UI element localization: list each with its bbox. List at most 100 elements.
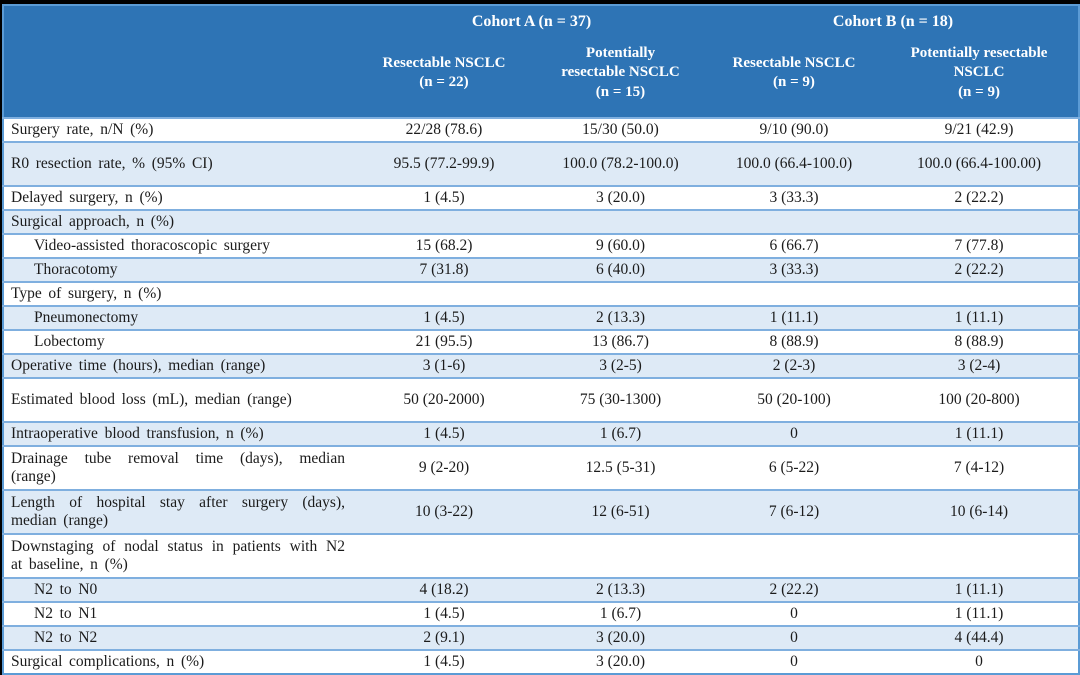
cell-value: 13 (86.7)	[533, 329, 708, 354]
cell-value: 9 (60.0)	[533, 233, 708, 258]
cell-value: 7 (4-12)	[880, 445, 1080, 490]
cell-value: 1 (6.7)	[533, 601, 708, 626]
cell-value	[533, 533, 708, 578]
cell-value: 0	[708, 421, 880, 446]
cell-value: 1 (4.5)	[355, 421, 533, 446]
cell-value: 0	[708, 649, 880, 674]
cell-value: 3 (33.3)	[708, 185, 880, 210]
cell-value: 2 (13.3)	[533, 577, 708, 602]
cell-value: 1 (11.1)	[880, 601, 1080, 626]
table-row: Type of surgery, n (%)	[3, 281, 1080, 306]
row-label: N2 to N1	[3, 601, 355, 626]
cell-value: 0	[708, 625, 880, 650]
cell-value	[708, 209, 880, 234]
cell-value: 100 (20-800)	[880, 377, 1080, 422]
cell-value: 15 (68.2)	[355, 233, 533, 258]
cell-value: 2 (2-3)	[708, 353, 880, 378]
cell-value: 100.0 (66.4-100.00)	[880, 141, 1080, 186]
row-label: Surgery rate, n/N (%)	[3, 117, 355, 142]
cell-value: 1 (4.5)	[355, 185, 533, 210]
cohort-header-row: Cohort A (n = 37) Cohort B (n = 18)	[3, 5, 1080, 35]
table-row: N2 to N0 4 (18.2) 2 (13.3) 2 (22.2) 1 (11.1)	[3, 577, 1080, 602]
cell-value: 4 (18.2)	[355, 577, 533, 602]
table-row: Surgery rate, n/N (%) 22/28 (78.6) 15/30 (…	[3, 117, 1080, 142]
table-row: Video-assisted thoracoscopic surgery 15 (…	[3, 233, 1080, 258]
header-subgroup-resectable-a: Resectable NSCLC (n = 22)	[355, 35, 533, 118]
cell-value: 2 (22.2)	[880, 185, 1080, 210]
table-row: Thoracotomy 7 (31.8) 6 (40.0) 3 (33.3) 2 (22…	[3, 257, 1080, 282]
cell-value: 3 (33.3)	[708, 257, 880, 282]
cell-value: 1 (11.1)	[880, 421, 1080, 446]
table-frame: Cohort A (n = 37) Cohort B (n = 18) Rese…	[2, 4, 1080, 675]
row-label: Thoracotomy	[3, 257, 355, 282]
header-cohort-a: Cohort A (n = 37)	[355, 5, 708, 35]
cell-value: 75 (30-1300)	[533, 377, 708, 422]
cell-value	[880, 281, 1080, 306]
cell-value	[880, 209, 1080, 234]
cell-value: 1 (4.5)	[355, 601, 533, 626]
cell-value: 1 (11.1)	[880, 305, 1080, 330]
table-header: Cohort A (n = 37) Cohort B (n = 18) Rese…	[3, 5, 1080, 118]
cell-value: 4 (44.4)	[880, 625, 1080, 650]
cell-value: 12 (6-51)	[533, 489, 708, 534]
cell-value: 3 (20.0)	[533, 649, 708, 674]
cell-value: 1 (4.5)	[355, 649, 533, 674]
row-label: N2 to N2	[3, 625, 355, 650]
header-corner-cell	[3, 35, 355, 118]
cell-value: 2 (22.2)	[880, 257, 1080, 282]
row-label: Drainage tube removal time (days), media…	[3, 445, 355, 490]
table-row: Downstaging of nodal status in patients …	[3, 533, 1080, 578]
cell-value	[355, 281, 533, 306]
row-label: Estimated blood loss (mL), median (range…	[3, 377, 355, 422]
row-label: Operative time (hours), median (range)	[3, 353, 355, 378]
cell-value	[533, 209, 708, 234]
cell-value: 1 (6.7)	[533, 421, 708, 446]
surgical-outcomes-table: Cohort A (n = 37) Cohort B (n = 18) Rese…	[2, 4, 1080, 675]
cell-value: 100.0 (66.4-100.0)	[708, 141, 880, 186]
cell-value: 3 (2-5)	[533, 353, 708, 378]
cell-value: 3 (20.0)	[533, 625, 708, 650]
cell-value: 2 (13.3)	[533, 305, 708, 330]
table-row: Pneumonectomy 1 (4.5) 2 (13.3) 1 (11.1) 1 (1…	[3, 305, 1080, 330]
cell-value: 9/21 (42.9)	[880, 117, 1080, 142]
cell-value: 0	[708, 601, 880, 626]
cell-value: 3 (1-6)	[355, 353, 533, 378]
cell-value: 10 (3-22)	[355, 489, 533, 534]
table-row: N2 to N2 2 (9.1) 3 (20.0) 0 4 (44.4)	[3, 625, 1080, 650]
table-row: Drainage tube removal time (days), media…	[3, 445, 1080, 490]
table-row: Intraoperative blood transfusion, n (%) 1…	[3, 421, 1080, 446]
cell-value	[708, 281, 880, 306]
cell-value: 1 (11.1)	[708, 305, 880, 330]
cell-value: 10 (6-14)	[880, 489, 1080, 534]
cell-value: 1 (11.1)	[880, 577, 1080, 602]
cell-value: 7 (31.8)	[355, 257, 533, 282]
cell-value: 7 (6-12)	[708, 489, 880, 534]
cell-value	[708, 533, 880, 578]
table-row: Length of hospital stay after surgery (d…	[3, 489, 1080, 534]
row-label: N2 to N0	[3, 577, 355, 602]
header-subgroup-potentially-b: Potentially resectable NSCLC (n = 9)	[880, 35, 1080, 118]
row-label: R0 resection rate, % (95% CI)	[3, 141, 355, 186]
cell-value: 12.5 (5-31)	[533, 445, 708, 490]
row-label: Surgical approach, n (%)	[3, 209, 355, 234]
cell-value: 22/28 (78.6)	[355, 117, 533, 142]
cell-value: 3 (2-4)	[880, 353, 1080, 378]
cell-value: 2 (22.2)	[708, 577, 880, 602]
table-row: Operative time (hours), median (range) 3 …	[3, 353, 1080, 378]
cell-value: 1 (4.5)	[355, 305, 533, 330]
cell-value: 7 (77.8)	[880, 233, 1080, 258]
header-cohort-b: Cohort B (n = 18)	[708, 5, 1080, 35]
cell-value: 9 (2-20)	[355, 445, 533, 490]
row-label: Lobectomy	[3, 329, 355, 354]
header-subgroup-potentially-a: Potentially resectable NSCLC (n = 15)	[533, 35, 708, 118]
row-label: Video-assisted thoracoscopic surgery	[3, 233, 355, 258]
cell-value: 6 (66.7)	[708, 233, 880, 258]
row-label: Pneumonectomy	[3, 305, 355, 330]
cell-value: 0	[880, 649, 1080, 674]
table-row: Delayed surgery, n (%) 1 (4.5) 3 (20.0) 3 (…	[3, 185, 1080, 210]
row-label: Surgical complications, n (%)	[3, 649, 355, 674]
cell-value: 21 (95.5)	[355, 329, 533, 354]
table-row: R0 resection rate, % (95% CI) 95.5 (77.2-…	[3, 141, 1080, 186]
cell-value: 6 (40.0)	[533, 257, 708, 282]
table-body: Surgery rate, n/N (%) 22/28 (78.6) 15/30 (…	[3, 117, 1080, 674]
